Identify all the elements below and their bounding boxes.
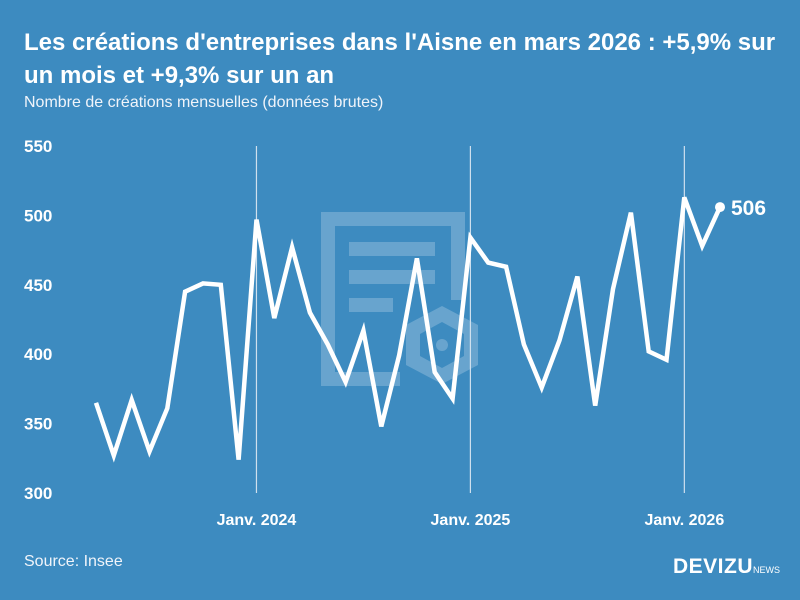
- x-tick-label: Janv. 2025: [431, 512, 511, 529]
- x-tick-label: Janv. 2024: [217, 512, 297, 529]
- chart-subtitle: Nombre de créations mensuelles (données …: [24, 94, 384, 111]
- chart-title: Les créations d'entreprises dans l'Aisne…: [24, 29, 776, 89]
- y-tick-label: 450: [24, 276, 52, 295]
- y-tick-label: 300: [24, 484, 52, 503]
- series-line: [93, 196, 723, 463]
- y-tick-label: 500: [24, 206, 52, 225]
- last-value-label: 506: [731, 197, 766, 220]
- x-tick-label: Janv. 2026: [644, 512, 724, 529]
- logo-suffix: NEWS: [753, 565, 781, 575]
- y-tick-label: 400: [24, 345, 52, 364]
- logo-main: DEVIZU: [673, 555, 754, 578]
- y-tick-label: 350: [24, 415, 52, 434]
- brand-logo: DEVIZUNEWS: [673, 555, 780, 579]
- y-tick-label: 550: [24, 137, 52, 156]
- source-note: Source: Insee: [24, 553, 123, 570]
- data-point: [715, 202, 725, 213]
